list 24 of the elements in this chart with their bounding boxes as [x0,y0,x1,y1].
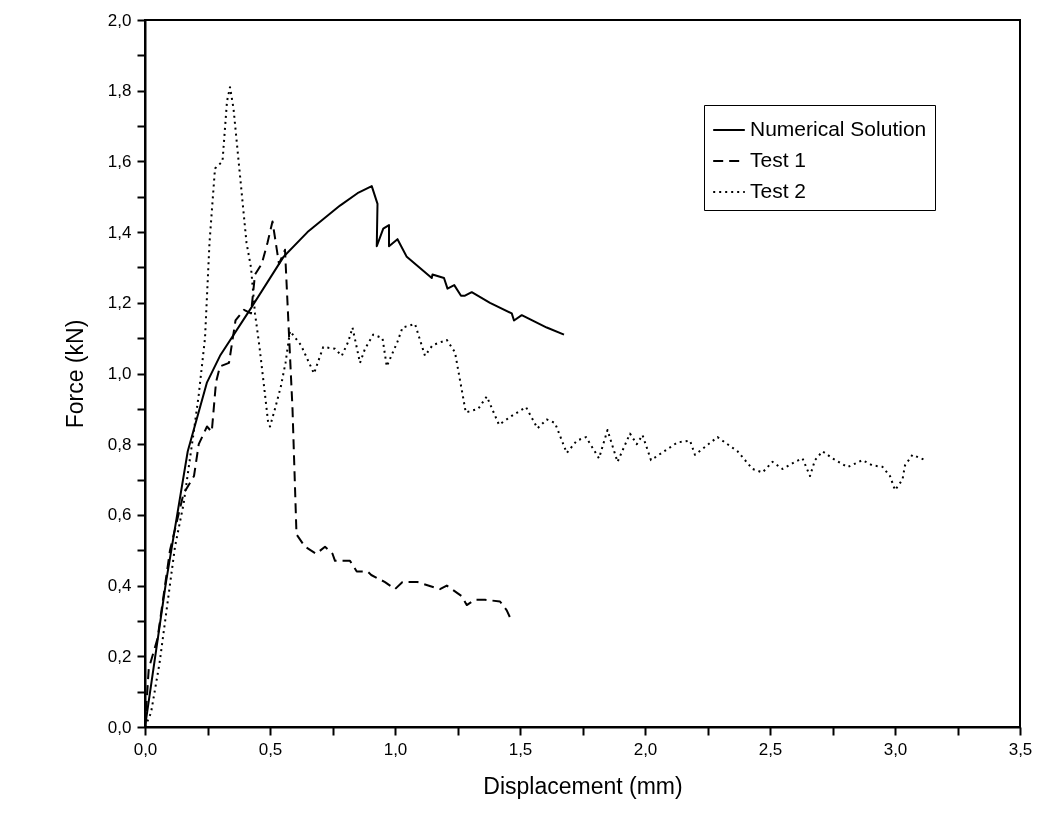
y-tick-label: 0,8 [107,434,132,454]
y-tick-label: 0,4 [107,576,132,596]
x-tick-label: 3,5 [1008,739,1033,759]
y-tick-label: 1,4 [107,222,132,242]
x-tick-label: 2,5 [758,739,783,759]
x-tick-label: 1,0 [383,739,408,759]
x-tick-label: 0,0 [133,739,158,759]
y-tick-label: 0,6 [107,505,132,525]
legend-label: Numerical Solution [750,117,927,140]
legend-label: Test 1 [750,148,807,171]
y-tick-label: 2,0 [107,10,132,30]
x-tick-label: 1,5 [508,739,533,759]
y-tick-label: 1,6 [107,151,132,171]
y-axis-title: Force (kN) [61,319,88,429]
y-tick-label: 1,8 [107,81,132,101]
legend-label: Test 2 [750,179,807,202]
y-tick-label: 1,2 [107,293,132,313]
y-tick-label: 0,0 [107,717,132,737]
x-axis-title: Displacement (mm) [483,772,683,799]
x-tick-label: 2,0 [633,739,658,759]
x-tick-label: 3,0 [883,739,908,759]
y-tick-label: 1,0 [107,364,132,383]
y-tick-label: 0,2 [107,646,132,666]
x-tick-label: 0,5 [258,739,283,759]
